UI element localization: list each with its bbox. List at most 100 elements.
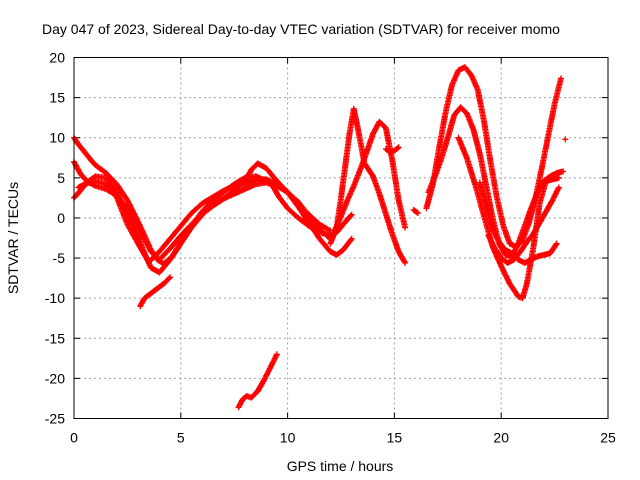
- x-tick-label: 0: [70, 430, 78, 446]
- data-point-run: [209, 196, 226, 209]
- data-point-run: [551, 75, 564, 107]
- series-track-o: [562, 136, 569, 143]
- y-tick-label: 5: [57, 170, 65, 186]
- data-point-run: [523, 247, 536, 287]
- data-point-run: [199, 203, 215, 218]
- data-point-run: [241, 178, 253, 188]
- data-point-run: [154, 281, 166, 292]
- data-point-run: [103, 170, 119, 187]
- data-point-run: [340, 235, 355, 253]
- y-tick-label: -10: [45, 290, 65, 306]
- data-point-run: [468, 72, 481, 92]
- data-point-run: [449, 68, 461, 88]
- data-point-run: [538, 134, 551, 172]
- data-point-run: [135, 224, 147, 241]
- data-point-run: [248, 389, 260, 401]
- data-point-run: [496, 239, 508, 252]
- data-point-run: [244, 393, 253, 401]
- data-point-run: [457, 104, 469, 116]
- data-point-run: [493, 194, 506, 228]
- data-point-run: [519, 221, 532, 244]
- data-point-run: [387, 148, 396, 156]
- data-point-run: [342, 132, 353, 169]
- data-point-run: [395, 197, 409, 231]
- data-point-run: [350, 168, 363, 189]
- data-point-run: [135, 240, 151, 264]
- data-point-run: [235, 397, 245, 411]
- data-point-run: [464, 110, 476, 132]
- x-tick-labels: 0 5 10 15 20 25: [70, 430, 616, 446]
- data-point-run: [316, 235, 333, 254]
- data-point: [562, 136, 569, 143]
- data-point-run: [476, 150, 489, 188]
- data-point-run: [113, 194, 130, 226]
- data-point-run: [515, 293, 525, 301]
- series-track-a: [71, 134, 355, 267]
- data-point-run: [536, 179, 549, 207]
- data-point-run: [241, 168, 254, 184]
- data-point-run: [376, 190, 389, 216]
- data-point-run: [306, 211, 322, 227]
- data-point-run: [530, 221, 542, 237]
- data-point-run: [88, 157, 98, 167]
- data-point-run: [444, 113, 457, 141]
- data-point-run: [156, 246, 173, 263]
- data-point-run: [382, 210, 395, 236]
- data-point-run: [273, 181, 290, 195]
- data-point-run: [485, 232, 498, 250]
- data-point-run: [382, 125, 395, 162]
- data-point-run: [545, 102, 558, 140]
- data-point-run: [209, 188, 226, 201]
- data-point-run: [389, 157, 402, 202]
- data-point-run: [141, 291, 153, 302]
- data-point-run: [455, 134, 470, 161]
- data-point-run: [461, 64, 474, 77]
- data-point-run: [167, 233, 183, 252]
- data-point-run: [156, 257, 173, 276]
- data-point-run: [389, 231, 402, 254]
- data-point-run: [395, 248, 409, 266]
- data-point-run: [177, 222, 194, 239]
- data-point-run: [528, 190, 540, 212]
- data-point-run: [476, 179, 489, 209]
- y-tick-label: -15: [45, 330, 65, 346]
- data-point-run: [370, 173, 382, 196]
- data-point-run: [410, 206, 421, 217]
- x-tick-label: 5: [177, 430, 185, 446]
- data-point-run: [470, 126, 483, 156]
- data-point-run: [75, 141, 87, 154]
- data-point-run: [344, 184, 357, 204]
- data-point-run: [188, 212, 205, 231]
- series-track-n: [410, 206, 421, 217]
- data-point-run: [425, 174, 438, 196]
- data-point-run: [261, 365, 273, 383]
- data-point-run: [489, 226, 502, 244]
- data-point-run: [436, 110, 449, 151]
- data-point-run: [263, 176, 279, 187]
- data-point-run: [333, 247, 346, 258]
- data-point-run: [147, 286, 160, 297]
- x-tick-label: 25: [600, 430, 616, 446]
- series-track-h: [331, 118, 409, 234]
- data-point-run: [523, 232, 536, 245]
- data-point-run: [498, 263, 513, 286]
- data-point-run: [316, 221, 334, 234]
- data-point-run: [167, 241, 183, 263]
- data-point-run: [487, 158, 500, 200]
- series-track-c: [71, 173, 355, 276]
- data-point-run: [316, 226, 334, 242]
- data-point-run: [376, 118, 388, 130]
- data-point-run: [500, 223, 513, 246]
- x-axis-label: GPS time / hours: [287, 458, 394, 474]
- data-point-run: [549, 174, 562, 183]
- y-tick-labels: -25 -20 -15 -10 -5 0 5 10 15 20: [45, 50, 65, 427]
- data-point-run: [357, 150, 370, 173]
- data-point-run: [92, 162, 108, 176]
- data-point-run: [506, 280, 521, 299]
- series-track-p: [485, 184, 562, 266]
- data-point-run: [103, 174, 119, 195]
- data-point-run: [295, 203, 312, 225]
- data-point-run: [177, 225, 194, 247]
- data-point-run: [160, 274, 174, 287]
